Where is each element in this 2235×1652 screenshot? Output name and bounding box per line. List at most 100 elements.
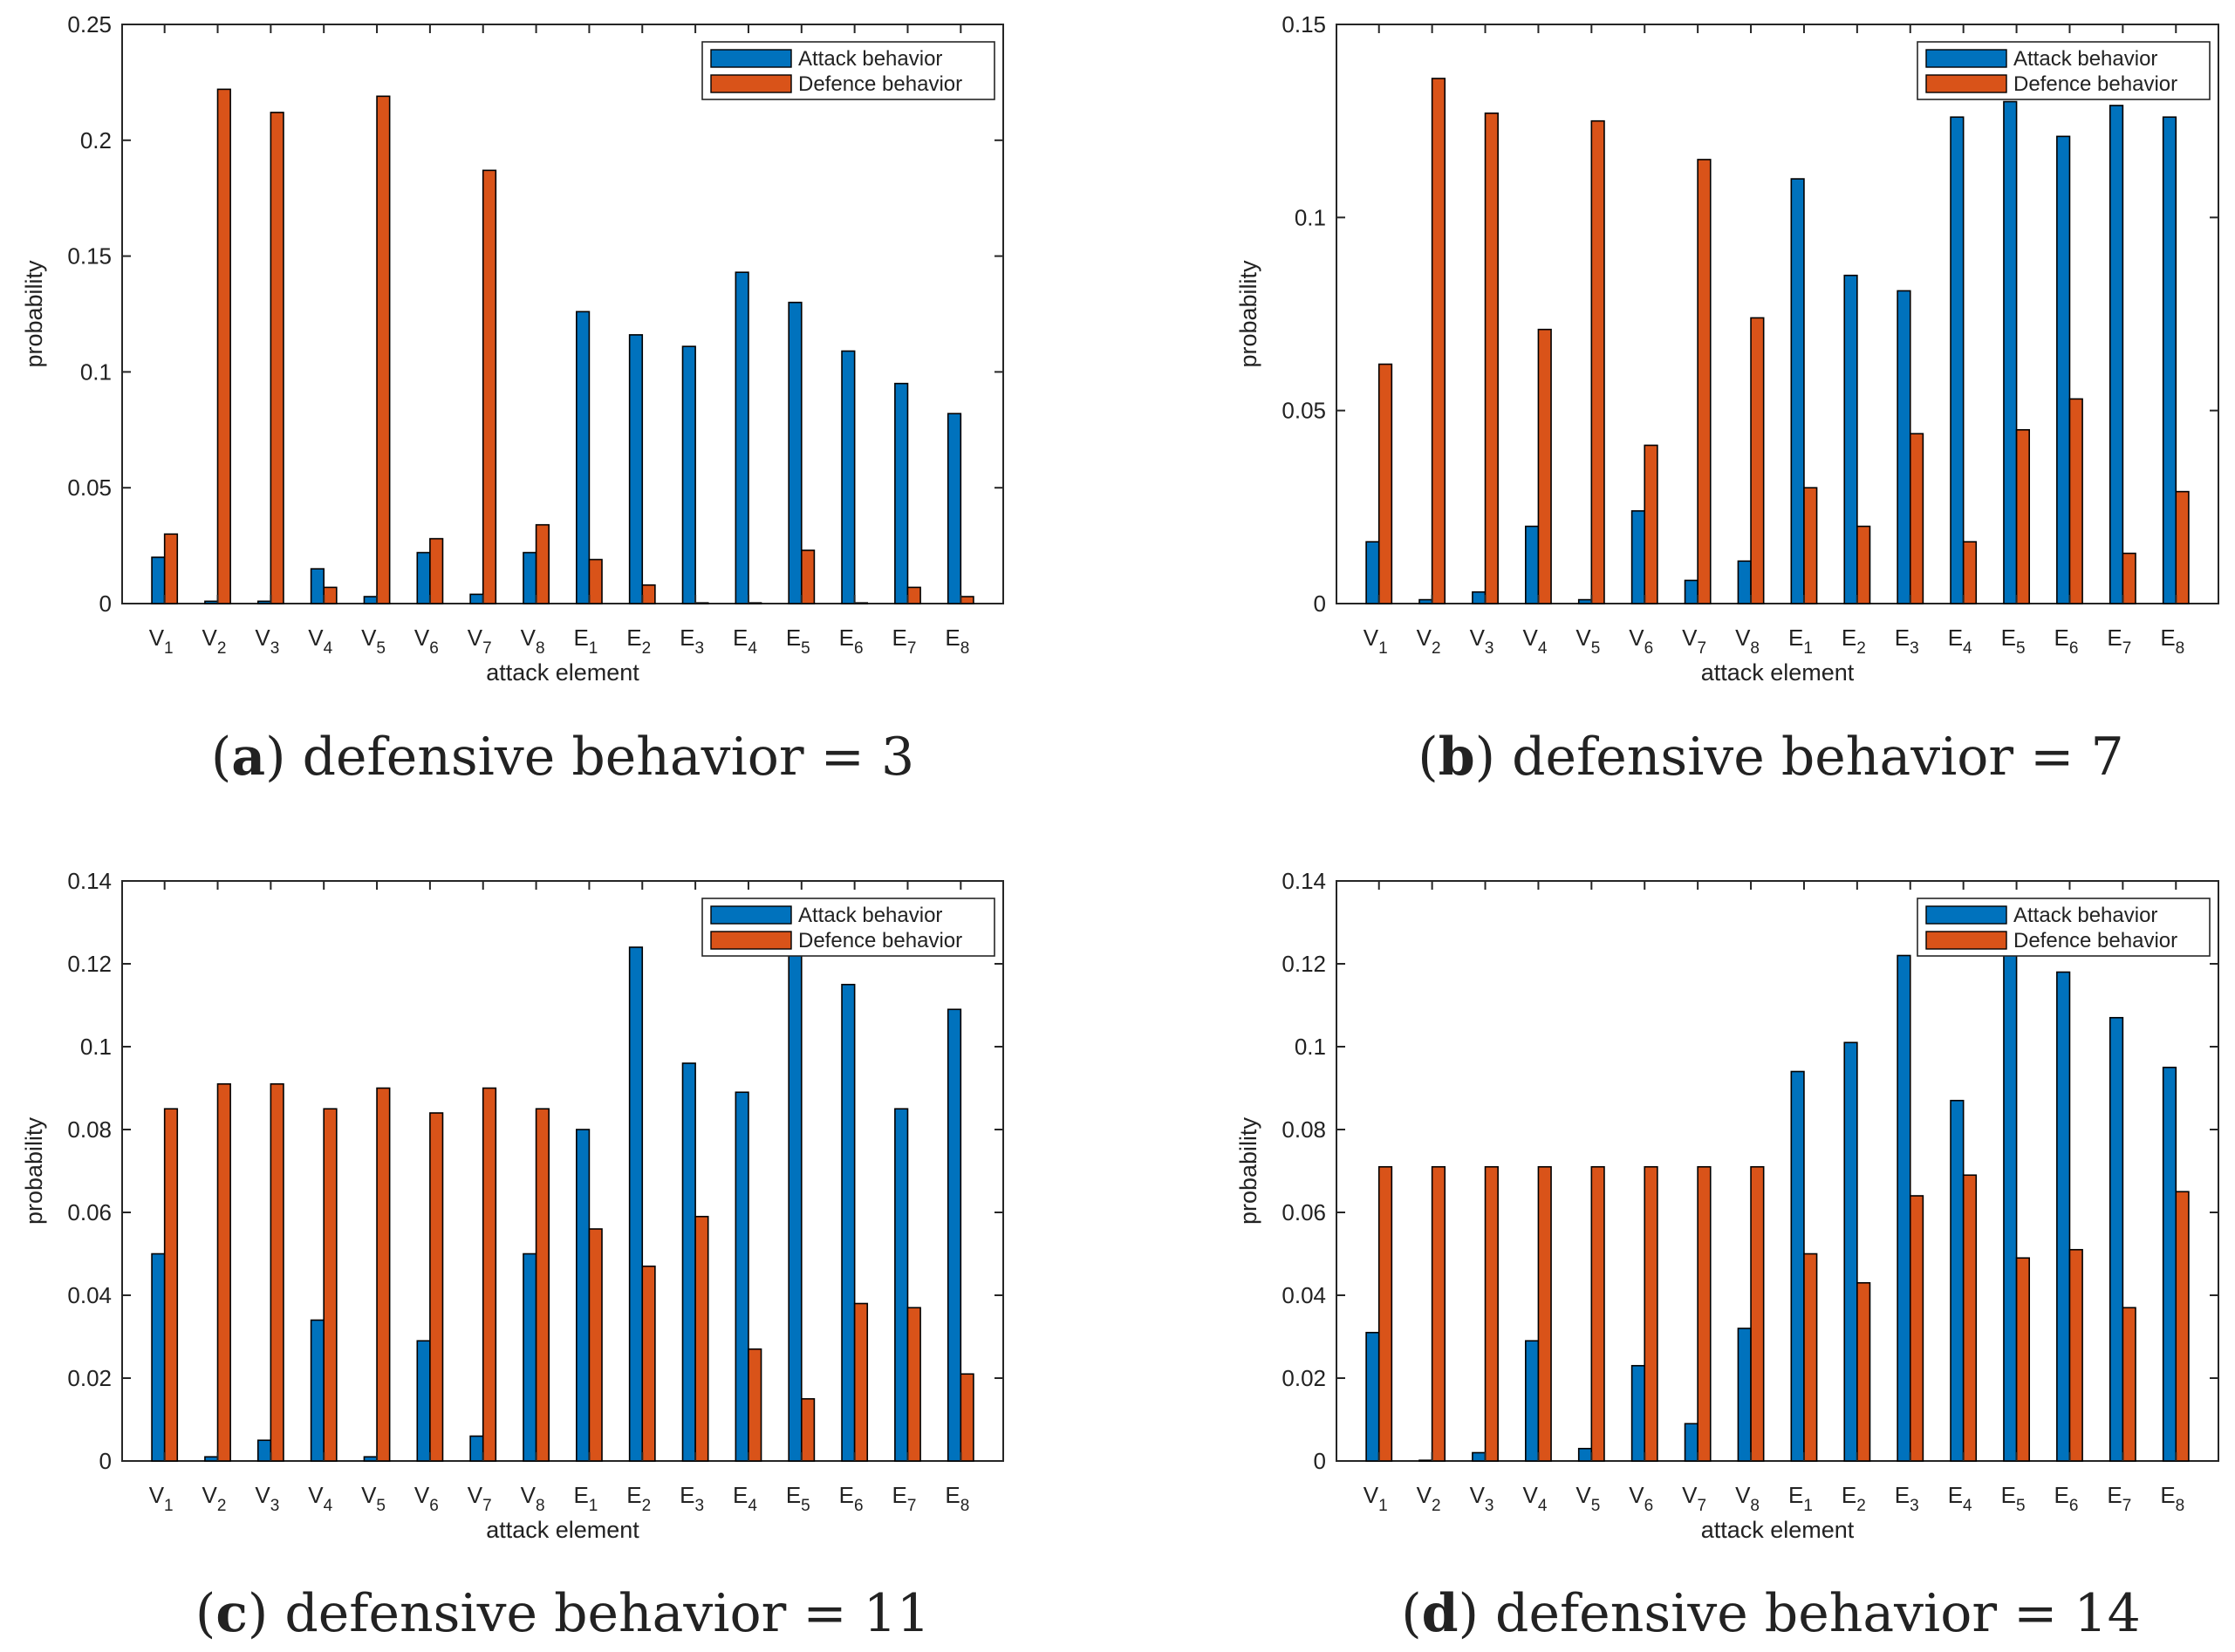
defence-bar-15	[2122, 552, 2136, 604]
defence-bar-12	[1962, 541, 1978, 604]
defence-bar-11	[1909, 433, 1924, 604]
x-tick-label-base: E	[1895, 1482, 1910, 1508]
x-tick-label: V8	[1735, 1482, 1760, 1515]
x-tick-label-base: V	[1575, 625, 1591, 651]
caption-letter: b	[1439, 727, 1475, 788]
attack-bar-11	[681, 345, 696, 604]
x-tick-label-base: V	[521, 625, 537, 651]
x-tick-label-base: E	[2001, 1482, 2016, 1508]
defence-bar-8	[535, 523, 550, 604]
legend-swatch-defence	[1925, 931, 2007, 950]
x-tick-label-sub: 3	[270, 1497, 280, 1515]
legend-swatch-attack	[710, 49, 792, 68]
x-tick-label-sub: 7	[1698, 1497, 1707, 1515]
attack-bar-14	[2056, 971, 2071, 1462]
x-tick-label-base: E	[680, 1482, 694, 1508]
x-tick-label: V1	[149, 625, 174, 658]
legend-swatch-attack	[1925, 905, 2007, 925]
defence-bar-6	[429, 537, 444, 604]
attack-bar-10	[1843, 274, 1858, 604]
caption-open-paren: (	[1418, 727, 1438, 788]
x-tick-label-base: E	[839, 1482, 854, 1508]
x-tick-label-sub: 4	[1538, 639, 1548, 658]
attack-bar-9	[576, 1129, 591, 1462]
y-tick-label: 0.04	[67, 1282, 112, 1308]
x-tick-label-sub: 6	[2069, 639, 2079, 658]
defence-bar-15	[906, 586, 921, 604]
x-axis-label: attack element	[486, 1517, 639, 1543]
x-tick-label: V4	[308, 1482, 332, 1515]
attack-bar-2	[204, 600, 219, 604]
attack-bar-1	[1365, 541, 1380, 604]
defence-bar-9	[588, 558, 603, 604]
x-tick-label-base: V	[1682, 1482, 1698, 1508]
y-axis-label: probability	[21, 260, 47, 368]
x-tick-label-sub: 1	[164, 1497, 174, 1515]
attack-bar-7	[1684, 1423, 1698, 1462]
x-tick-label: E4	[1948, 1482, 1972, 1515]
legend-swatch-defence	[710, 931, 792, 950]
x-tick-label-sub: 2	[1432, 639, 1441, 658]
x-tick-label-base: E	[626, 1482, 641, 1508]
plot-area	[1336, 880, 2219, 1462]
x-tick-label: V7	[468, 625, 492, 658]
y-axis-label: probability	[21, 1116, 47, 1225]
y-tick-label: 0.05	[67, 474, 112, 501]
x-tick-label: V8	[521, 625, 545, 658]
x-tick-label-sub: 1	[1803, 1497, 1813, 1515]
defence-bar-14	[853, 602, 869, 604]
x-tick-label-base: V	[521, 1482, 537, 1508]
x-tick-label-sub: 7	[907, 1497, 917, 1515]
x-tick-label: E2	[626, 1482, 651, 1515]
defence-bar-5	[1590, 1165, 1605, 1462]
x-tick-label: E5	[786, 1482, 810, 1515]
x-tick-label-sub: 8	[960, 1497, 970, 1515]
caption-text: ) defensive behavior = 7	[1475, 727, 2124, 788]
defence-bar-6	[1644, 1165, 1658, 1462]
x-tick-label-base: V	[149, 625, 165, 651]
x-tick-label-base: E	[1842, 1482, 1856, 1508]
panel-caption: (c) defensive behavior = 11	[195, 1583, 930, 1644]
x-tick-label-sub: 8	[960, 639, 970, 658]
defence-bar-4	[323, 586, 338, 604]
defence-bar-5	[1590, 119, 1605, 604]
x-tick-label: E8	[945, 625, 969, 658]
x-tick-label: E8	[945, 1482, 969, 1515]
attack-bar-15	[2109, 1016, 2124, 1462]
x-tick-label: V4	[1522, 625, 1547, 658]
x-tick-label-sub: 2	[1432, 1497, 1441, 1515]
attack-bar-7	[469, 1435, 484, 1462]
attack-bar-1	[1365, 1331, 1380, 1462]
x-tick-label-base: E	[945, 625, 960, 651]
defence-bar-1	[163, 533, 179, 604]
x-tick-label-base: V	[414, 1482, 430, 1508]
x-tick-label-sub: 6	[854, 639, 864, 658]
defence-bar-5	[376, 1087, 391, 1462]
defence-bar-2	[1431, 1165, 1446, 1462]
x-tick-label: V3	[255, 1482, 279, 1515]
attack-bar-13	[788, 301, 803, 604]
x-tick-label: E2	[626, 625, 651, 658]
x-tick-label-base: E	[2160, 625, 2175, 651]
x-tick-label-base: V	[202, 1482, 218, 1508]
x-tick-label-base: E	[573, 625, 588, 651]
x-tick-label: E1	[573, 625, 598, 658]
x-tick-label-base: V	[468, 1482, 483, 1508]
x-tick-label-sub: 4	[324, 639, 333, 658]
defence-bar-12	[748, 602, 762, 604]
legend-label-defence: Defence behavior	[798, 929, 962, 952]
defence-bar-15	[2122, 1307, 2136, 1462]
x-tick-label-base: E	[1842, 625, 1856, 651]
x-tick-label: V8	[1735, 625, 1760, 658]
x-tick-label-base: V	[414, 625, 430, 651]
x-tick-label-sub: 6	[429, 1497, 439, 1515]
attack-bar-3	[1472, 590, 1487, 604]
x-tick-label-sub: 7	[482, 1497, 492, 1515]
x-tick-label: V2	[1417, 1482, 1441, 1515]
x-tick-label-sub: 1	[1803, 639, 1813, 658]
legend-label-attack: Attack behavior	[798, 904, 942, 927]
attack-bar-3	[256, 1439, 272, 1462]
x-tick-label-sub: 4	[1963, 1497, 1972, 1515]
x-tick-label-base: V	[255, 1482, 270, 1508]
